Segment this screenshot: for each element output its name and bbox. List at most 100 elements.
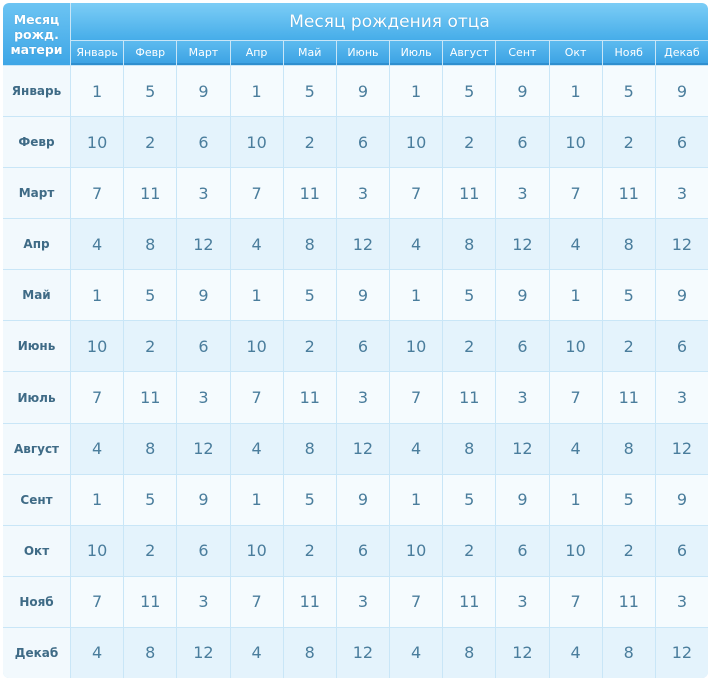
table-cell: 12	[177, 219, 230, 270]
column-header: Январь	[71, 41, 124, 65]
table-cell: 5	[124, 66, 177, 117]
table-cell: 9	[655, 270, 708, 321]
table-cell: 12	[496, 627, 549, 678]
table-cell: 2	[124, 525, 177, 576]
table-cell: 5	[283, 270, 336, 321]
row-header: Август	[3, 423, 70, 474]
table-cell: 8	[124, 627, 177, 678]
table-cell: 1	[549, 474, 602, 525]
table-cell: 1	[230, 474, 283, 525]
table-cell: 4	[230, 423, 283, 474]
table-cell: 8	[443, 219, 496, 270]
table-cell: 3	[336, 576, 389, 627]
table-cell: 9	[655, 474, 708, 525]
table-cell: 10	[71, 321, 124, 372]
table-cell: 12	[655, 423, 708, 474]
table-cell: 3	[496, 372, 549, 423]
table-cell: 11	[602, 372, 655, 423]
table-cell: 12	[177, 423, 230, 474]
table-cell: 11	[124, 576, 177, 627]
table-cell: 2	[602, 525, 655, 576]
table-cell: 3	[336, 372, 389, 423]
table-cell: 2	[124, 321, 177, 372]
table-cell: 2	[443, 321, 496, 372]
table-cell: 6	[177, 525, 230, 576]
table-cell: 10	[390, 525, 443, 576]
table-cell: 1	[549, 270, 602, 321]
table-cell: 2	[124, 117, 177, 168]
table-cell: 5	[124, 474, 177, 525]
table-cell: 8	[443, 423, 496, 474]
table-cell: 9	[177, 474, 230, 525]
table-cell: 5	[602, 270, 655, 321]
table-cell: 7	[549, 372, 602, 423]
table-cell: 11	[283, 168, 336, 219]
column-header: Август	[443, 41, 496, 65]
column-header: Апр	[230, 41, 283, 65]
table-cell: 11	[283, 372, 336, 423]
table-cell: 8	[124, 219, 177, 270]
column-header: Июнь	[336, 41, 389, 65]
column-header: Май	[283, 41, 336, 65]
column-header: Декаб	[655, 41, 708, 65]
table-cell: 11	[283, 576, 336, 627]
table-cell: 6	[655, 117, 708, 168]
table-cell: 11	[443, 168, 496, 219]
column-header: Нояб	[602, 41, 655, 65]
table-cell: 6	[336, 525, 389, 576]
table-cell: 7	[549, 168, 602, 219]
table-cell: 5	[443, 474, 496, 525]
table-cell: 3	[496, 168, 549, 219]
table-cell: 1	[390, 474, 443, 525]
table-cell: 4	[230, 627, 283, 678]
table-cell: 8	[443, 627, 496, 678]
table-cell: 4	[390, 627, 443, 678]
table-cell: 2	[602, 117, 655, 168]
table-title: Месяц рождения отца	[71, 3, 708, 40]
table-cell: 6	[496, 117, 549, 168]
table-cell: 5	[443, 66, 496, 117]
table-cell: 12	[655, 627, 708, 678]
table-cell: 7	[71, 576, 124, 627]
row-header: Декаб	[3, 627, 70, 678]
table-cell: 1	[230, 270, 283, 321]
table-cell: 12	[336, 627, 389, 678]
month-table: Месяц рожд. матери Месяц рождения отца Я…	[3, 3, 708, 678]
table-cell: 8	[283, 423, 336, 474]
row-header: Май	[3, 270, 70, 321]
table-cell: 11	[124, 168, 177, 219]
table-cell: 6	[177, 321, 230, 372]
table-cell: 2	[602, 321, 655, 372]
table-cell: 10	[230, 321, 283, 372]
table-cell: 11	[602, 168, 655, 219]
table-cell: 3	[655, 576, 708, 627]
table-cell: 12	[655, 219, 708, 270]
table-cell: 6	[177, 117, 230, 168]
table-cell: 2	[443, 117, 496, 168]
table-cell: 10	[71, 117, 124, 168]
table-cell: 6	[336, 117, 389, 168]
table-cell: 10	[71, 525, 124, 576]
table-cell: 4	[71, 627, 124, 678]
table-cell: 4	[549, 219, 602, 270]
table-grid: Месяц рожд. матери Месяц рождения отца Я…	[3, 3, 708, 678]
table-cell: 7	[230, 372, 283, 423]
table-cell: 1	[71, 474, 124, 525]
table-cell: 3	[177, 576, 230, 627]
table-cell: 7	[230, 576, 283, 627]
table-cell: 11	[124, 372, 177, 423]
row-header: Февр	[3, 117, 70, 168]
table-cell: 7	[71, 168, 124, 219]
row-header: Июнь	[3, 321, 70, 372]
table-cell: 7	[390, 168, 443, 219]
table-cell: 8	[124, 423, 177, 474]
row-header: Март	[3, 168, 70, 219]
table-cell: 4	[230, 219, 283, 270]
column-header: Февр	[124, 41, 177, 65]
table-cell: 6	[336, 321, 389, 372]
table-cell: 7	[549, 576, 602, 627]
table-cell: 6	[496, 321, 549, 372]
table-cell: 9	[496, 270, 549, 321]
table-cell: 1	[390, 66, 443, 117]
column-header: Март	[177, 41, 230, 65]
